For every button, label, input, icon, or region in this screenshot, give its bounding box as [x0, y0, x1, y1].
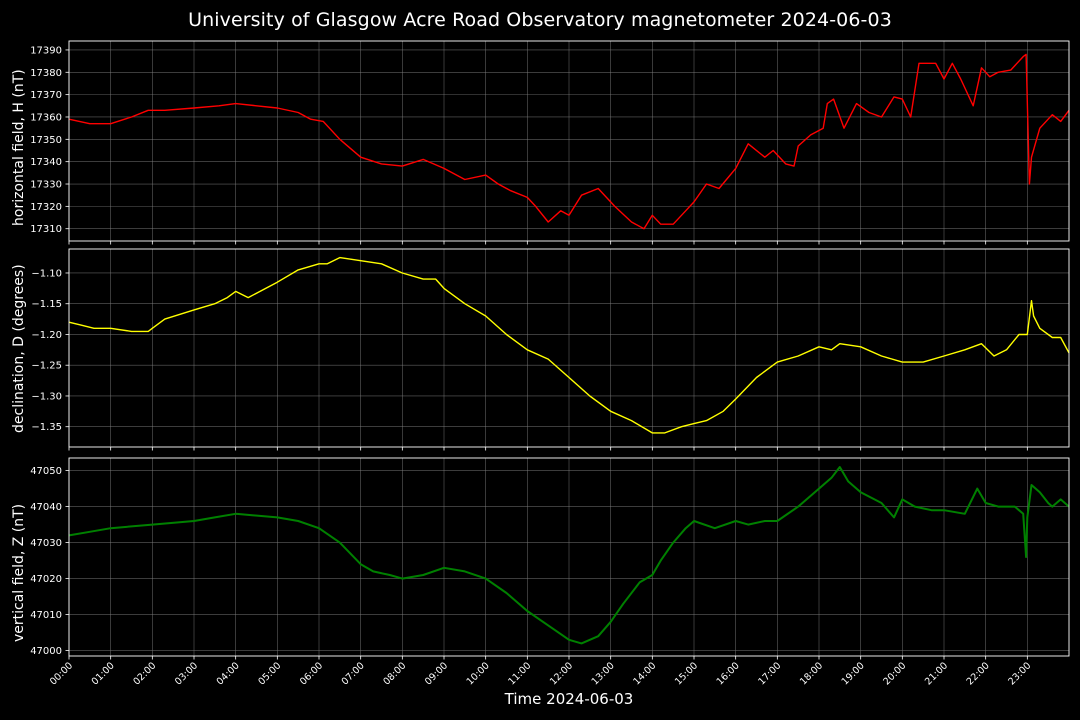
z-y-tick-label: 47030 [30, 538, 62, 549]
x-tick-label: 00:00 [48, 660, 75, 687]
d-series-line [68, 256, 1070, 434]
h-y-tick-label: 17310 [30, 224, 62, 235]
x-tick-label: 17:00 [756, 660, 783, 687]
z-panel-ylabel: vertical field, Z (nT) [11, 503, 27, 642]
x-tick-label: 21:00 [923, 660, 950, 687]
x-tick-label: 19:00 [840, 660, 867, 687]
d-y-tick-label: −1.35 [31, 422, 62, 433]
x-tick-label: 20:00 [881, 660, 908, 687]
h-y-tick-label: 17380 [30, 68, 62, 79]
z-y-tick-label: 47050 [30, 466, 62, 477]
d-frame [68, 248, 1070, 448]
x-tick-label: 16:00 [715, 660, 742, 687]
d-panel-ylabel: declination, D (degrees) [11, 264, 27, 433]
x-tick-label: 02:00 [131, 660, 158, 687]
d-y-tick-label: −1.30 [31, 391, 62, 402]
h-y-tick-label: 17340 [30, 157, 62, 168]
h-y-tick-label: 17320 [30, 202, 62, 213]
d-y-tick-label: −1.15 [31, 299, 62, 310]
x-tick-label: 10:00 [465, 660, 492, 687]
z-frame [68, 457, 1070, 657]
h-y-tick-label: 17330 [30, 180, 62, 191]
x-tick-label: 06:00 [298, 660, 325, 687]
h-y-tick-label: 17360 [30, 112, 62, 123]
h-series-line [68, 53, 1070, 230]
z-y-tick-label: 47010 [30, 610, 62, 621]
z-series-line [68, 466, 1070, 645]
x-tick-label: 13:00 [590, 660, 617, 687]
x-axis-label: Time 2024-06-03 [504, 690, 634, 708]
x-tick-label: 05:00 [256, 660, 283, 687]
h-frame [68, 40, 1070, 242]
x-tick-label: 04:00 [215, 660, 242, 687]
x-tick-label: 22:00 [965, 660, 992, 687]
x-tick-label: 08:00 [381, 660, 408, 687]
d-y-tick-label: −1.10 [31, 268, 62, 279]
chart-title: University of Glasgow Acre Road Observat… [188, 9, 892, 31]
x-tick-label: 03:00 [173, 660, 200, 687]
d-y-tick-label: −1.20 [31, 330, 62, 341]
x-tick-label: 18:00 [798, 660, 825, 687]
x-tick-label: 07:00 [340, 660, 367, 687]
x-tick-label: 01:00 [90, 660, 117, 687]
z-y-tick-label: 47020 [30, 574, 62, 585]
x-tick-label: 14:00 [631, 660, 658, 687]
x-tick-label: 12:00 [548, 660, 575, 687]
x-tick-label: 15:00 [673, 660, 700, 687]
z-y-tick-label: 47000 [30, 646, 62, 657]
x-tick-label: 23:00 [1006, 660, 1033, 687]
h-y-tick-label: 17390 [30, 45, 62, 56]
z-y-tick-label: 47040 [30, 502, 62, 513]
x-tick-label: 09:00 [423, 660, 450, 687]
h-y-tick-label: 17350 [30, 135, 62, 146]
h-y-tick-label: 17370 [30, 90, 62, 101]
h-panel-ylabel: horizontal field, H (nT) [11, 69, 27, 226]
d-y-tick-label: −1.25 [31, 361, 62, 372]
x-tick-label: 11:00 [506, 660, 533, 687]
